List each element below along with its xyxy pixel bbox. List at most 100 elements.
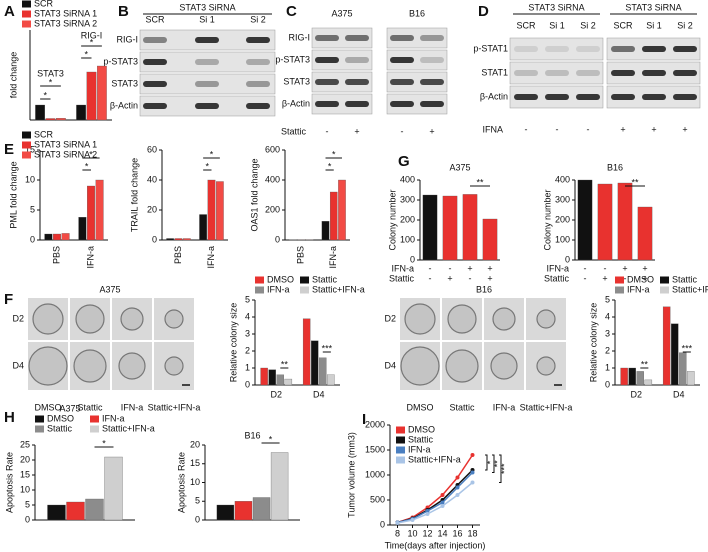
panel-letter: E bbox=[4, 141, 14, 158]
condition-sign: - bbox=[584, 273, 587, 283]
bar bbox=[268, 369, 276, 386]
sig-label: *** bbox=[682, 343, 693, 353]
legend-swatch bbox=[396, 456, 405, 464]
bar bbox=[97, 65, 107, 121]
treatment-sign: - bbox=[587, 124, 590, 134]
group-label: STAT3 bbox=[37, 68, 64, 78]
y-tick-label: 10 bbox=[190, 477, 200, 487]
y-tick-label: 0 bbox=[275, 234, 280, 244]
lane-label: Si 2 bbox=[580, 20, 596, 30]
bar bbox=[687, 371, 695, 386]
colony bbox=[73, 349, 107, 383]
condition-sign: - bbox=[584, 263, 587, 273]
treatment-sign: + bbox=[354, 126, 359, 136]
y-axis-label: fold change bbox=[8, 52, 18, 99]
bar bbox=[95, 179, 104, 241]
colony bbox=[118, 352, 146, 380]
y-tick-label: 2 bbox=[605, 345, 610, 355]
bar bbox=[319, 357, 327, 386]
column-label: DMSO bbox=[407, 402, 434, 412]
blot-band bbox=[195, 59, 219, 65]
y-axis-label: OAS1 fold change bbox=[249, 158, 259, 231]
blot-band bbox=[576, 94, 600, 100]
blot-band bbox=[611, 46, 635, 52]
legend-label: IFN-a bbox=[267, 284, 290, 294]
y-tick-label: 0 bbox=[30, 234, 35, 244]
sig-label: * bbox=[89, 149, 93, 159]
bar bbox=[671, 323, 679, 386]
bar bbox=[216, 504, 235, 521]
condition-sign: + bbox=[622, 263, 627, 273]
sig-label: * bbox=[210, 149, 214, 159]
blot-band bbox=[545, 46, 569, 52]
treatment-sign: + bbox=[620, 124, 625, 134]
sig-label: * bbox=[102, 438, 106, 448]
column-label: Stattic+IFN-a bbox=[148, 402, 201, 412]
x-axis-label: Time(days after injection) bbox=[385, 540, 486, 550]
row-label: D2 bbox=[12, 313, 24, 323]
y-tick-label: 15 bbox=[25, 144, 35, 154]
blot-band bbox=[420, 57, 444, 63]
lane-label: Si 1 bbox=[646, 20, 662, 30]
blot-band bbox=[246, 59, 270, 65]
y-axis-label: Apoptosis Rate bbox=[4, 452, 14, 513]
condition-label: Stattic bbox=[544, 273, 570, 283]
sig-label: * bbox=[90, 37, 94, 47]
row-label: STAT1 bbox=[481, 67, 508, 77]
blot-band bbox=[514, 70, 538, 76]
y-tick-label: 0 bbox=[605, 379, 610, 389]
blot-band bbox=[143, 103, 167, 109]
blot-band bbox=[420, 101, 444, 107]
condition-sign: - bbox=[449, 263, 452, 273]
blot-band bbox=[576, 70, 600, 76]
y-tick-label: 1000 bbox=[365, 469, 385, 479]
condition-sign: + bbox=[642, 273, 647, 283]
bar bbox=[76, 104, 86, 121]
legend-label: IFN-a bbox=[627, 284, 650, 294]
lane-label: Si 2 bbox=[250, 14, 266, 24]
legend-label: SCR bbox=[34, 129, 54, 139]
bar bbox=[53, 233, 61, 241]
bar bbox=[597, 183, 613, 261]
chart-title: A375 bbox=[59, 403, 80, 413]
colony bbox=[490, 352, 518, 380]
bar bbox=[311, 340, 319, 386]
bar bbox=[44, 233, 53, 241]
condition-sign: + bbox=[602, 273, 607, 283]
column-label: IFN-a bbox=[121, 402, 144, 412]
x-tick-label: D4 bbox=[673, 389, 685, 399]
column-label: DMSO bbox=[35, 402, 62, 412]
sig-bracket bbox=[485, 454, 488, 471]
blot-band bbox=[545, 70, 569, 76]
y-axis-label: Tumor volume (mm3) bbox=[346, 432, 356, 518]
row-label: STAT3 bbox=[111, 78, 138, 88]
bar bbox=[260, 367, 268, 386]
blot-header: STAT3 SiRNA bbox=[179, 2, 235, 12]
legend-swatch bbox=[396, 426, 405, 434]
row-label: D4 bbox=[384, 360, 396, 370]
y-tick-label: 4 bbox=[245, 311, 250, 321]
condition-sign: + bbox=[642, 263, 647, 273]
blot-band bbox=[642, 46, 666, 52]
legend-swatch bbox=[615, 276, 624, 284]
blot-band bbox=[642, 94, 666, 100]
y-tick-label: 0 bbox=[195, 514, 200, 524]
sig-label: *** bbox=[322, 343, 333, 353]
legend-label: DMSO bbox=[47, 413, 74, 423]
blot-band bbox=[673, 46, 697, 52]
panel-letter: D bbox=[478, 3, 489, 20]
y-tick-label: 1500 bbox=[365, 444, 385, 454]
sig-label: * bbox=[44, 90, 48, 100]
blot-strip bbox=[139, 73, 276, 95]
blot-strip bbox=[509, 61, 604, 85]
treatment-label: Stattic bbox=[281, 126, 307, 136]
legend-swatch bbox=[35, 415, 44, 423]
y-tick-label: 20 bbox=[190, 439, 200, 449]
point bbox=[470, 470, 475, 475]
column-label: Stattic bbox=[449, 402, 475, 412]
treatment-sign: - bbox=[326, 126, 329, 136]
legend-swatch bbox=[22, 10, 31, 18]
y-tick-label: 200 bbox=[265, 204, 280, 214]
y-tick-label: 0 bbox=[245, 379, 250, 389]
x-tick-label: IFN-a bbox=[85, 246, 95, 269]
